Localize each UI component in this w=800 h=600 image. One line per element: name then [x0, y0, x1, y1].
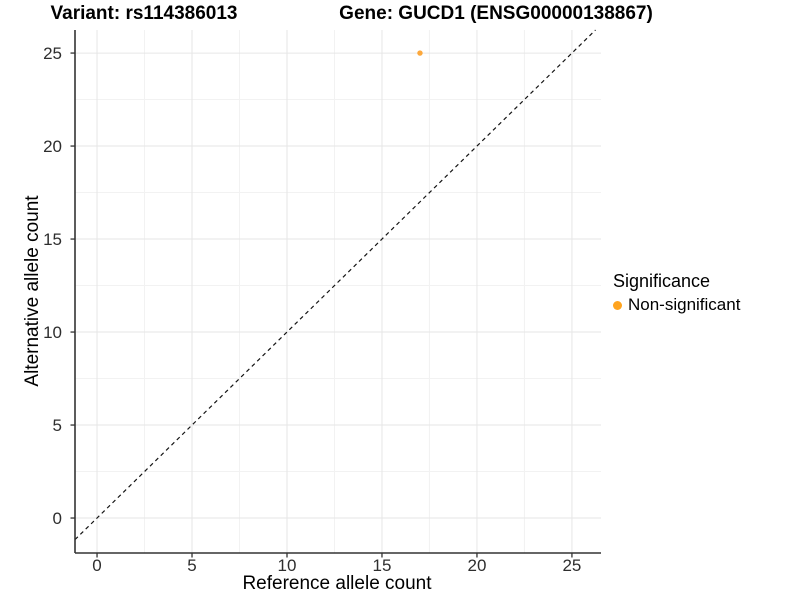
y-axis-title: Alternative allele count	[22, 195, 43, 387]
x-tick-label: 10	[277, 556, 297, 575]
x-tick-label: 0	[92, 556, 102, 575]
x-tick-label: 20	[467, 556, 487, 575]
y-tick-label: 5	[52, 415, 62, 435]
legend-item-label: Non-significant	[628, 295, 741, 314]
y-tick-label: 20	[43, 136, 62, 156]
x-axis-title: Reference allele count	[242, 573, 432, 594]
x-tick-label: 25	[562, 556, 582, 575]
y-tick-label: 15	[43, 229, 62, 249]
y-tick-label: 25	[43, 43, 62, 63]
legend-point-icon	[613, 300, 622, 310]
y-tick-label: 0	[52, 508, 62, 528]
legend-title: Significance	[613, 271, 711, 291]
x-tick-label: 5	[187, 556, 197, 575]
legend: Significance Non-significant	[613, 271, 740, 315]
x-tick-label: 15	[372, 556, 392, 575]
plot-title-variant: Variant: rs114386013	[50, 3, 238, 24]
legend-item: Non-significant	[613, 295, 740, 315]
plot-title-gene: Gene: GUCD1 (ENSG00000138867)	[339, 3, 653, 24]
identity-dashed-line	[74, 29, 596, 541]
data-point	[417, 50, 423, 56]
y-tick-label: 10	[43, 322, 62, 342]
